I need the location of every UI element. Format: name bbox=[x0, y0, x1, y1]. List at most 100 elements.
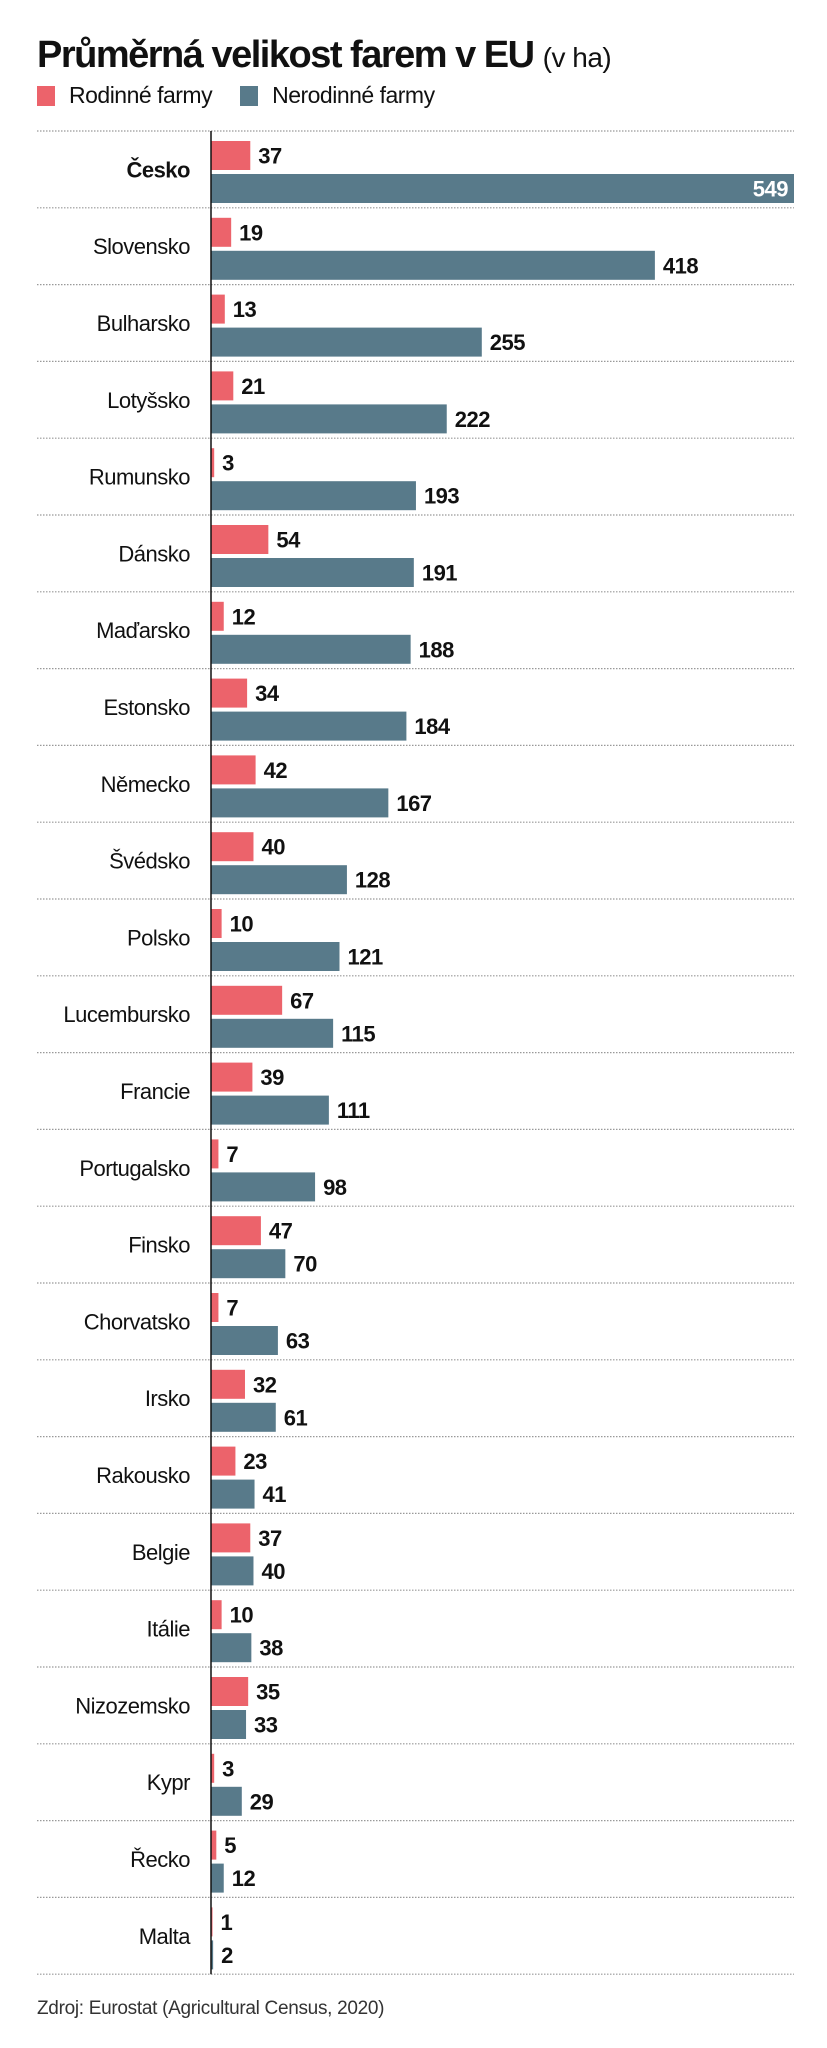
category-label: Estonsko bbox=[104, 695, 191, 720]
category-label: Lotyšsko bbox=[107, 388, 190, 413]
bar-family bbox=[211, 1216, 261, 1246]
bar-nonfamily bbox=[211, 1249, 286, 1279]
bar-nonfamily bbox=[211, 1940, 214, 1970]
value-label: 128 bbox=[355, 868, 390, 893]
category-label: Řecko bbox=[130, 1847, 190, 1872]
category-label: Irsko bbox=[145, 1386, 190, 1411]
value-label: 111 bbox=[337, 1098, 370, 1123]
bar-nonfamily bbox=[211, 404, 447, 434]
value-label: 67 bbox=[290, 988, 314, 1013]
bar-family bbox=[211, 985, 283, 1015]
legend-label-family: Rodinné farmy bbox=[69, 82, 213, 108]
value-label: 191 bbox=[422, 561, 457, 586]
bar-family bbox=[211, 601, 224, 631]
value-label: 40 bbox=[261, 1559, 285, 1584]
bar-family bbox=[211, 1830, 217, 1860]
value-label: 19 bbox=[239, 220, 263, 245]
bar-nonfamily bbox=[211, 558, 414, 587]
value-label: 5 bbox=[224, 1833, 236, 1858]
bar-nonfamily bbox=[211, 174, 794, 203]
value-label: 1 bbox=[221, 1910, 233, 1935]
value-label: 7 bbox=[226, 1296, 238, 1321]
bar-family bbox=[211, 141, 251, 170]
bar-nonfamily bbox=[211, 865, 347, 895]
value-label: 13 bbox=[233, 297, 257, 322]
bar-nonfamily bbox=[211, 711, 407, 741]
legend-item-family: Rodinné farmy bbox=[37, 82, 213, 109]
bar-family bbox=[211, 1753, 215, 1783]
bar-nonfamily bbox=[211, 1556, 254, 1586]
category-label: Švédsko bbox=[109, 849, 190, 874]
bar-family bbox=[211, 371, 234, 401]
bar-family bbox=[211, 525, 269, 554]
source-note: Zdroj: Eurostat (Agricultural Census, 20… bbox=[37, 1998, 385, 2019]
value-label: 10 bbox=[230, 1603, 254, 1628]
value-label: 98 bbox=[323, 1175, 347, 1200]
bar-nonfamily bbox=[211, 1633, 252, 1663]
value-label: 188 bbox=[419, 637, 454, 662]
value-label: 33 bbox=[254, 1713, 278, 1738]
category-label: Rumunsko bbox=[89, 465, 190, 490]
category-label: Rakousko bbox=[96, 1463, 190, 1488]
value-label: 42 bbox=[264, 758, 288, 783]
category-label: Portugalsko bbox=[79, 1156, 190, 1181]
legend: Rodinné farmy Nerodinné farmy bbox=[37, 82, 435, 109]
bar-nonfamily bbox=[211, 1018, 334, 1048]
category-label: Lucembursko bbox=[63, 1002, 190, 1027]
category-label: Itálie bbox=[147, 1617, 191, 1642]
category-label: Francie bbox=[120, 1079, 190, 1104]
value-label: 41 bbox=[263, 1482, 287, 1507]
bar-family bbox=[211, 755, 256, 785]
bar-nonfamily bbox=[211, 327, 482, 357]
bar-family bbox=[211, 217, 232, 247]
value-label: 12 bbox=[232, 604, 256, 629]
value-label: 3 bbox=[222, 1756, 234, 1781]
value-label: 40 bbox=[261, 835, 285, 860]
bar-nonfamily bbox=[211, 942, 340, 971]
bar-family bbox=[211, 832, 254, 862]
category-label: Slovensko bbox=[93, 234, 190, 259]
title-text: Průměrná velikost farem v EU bbox=[37, 34, 535, 76]
value-label: 32 bbox=[253, 1372, 277, 1397]
value-label: 255 bbox=[490, 330, 525, 355]
category-label: Polsko bbox=[127, 925, 190, 950]
bar-family bbox=[211, 1139, 219, 1169]
value-label: 63 bbox=[286, 1329, 310, 1354]
value-label: 21 bbox=[241, 374, 265, 399]
category-label: Německo bbox=[101, 772, 191, 797]
category-label: Nizozemsko bbox=[75, 1693, 190, 1718]
value-label: 38 bbox=[259, 1636, 283, 1661]
value-label: 222 bbox=[455, 407, 490, 432]
value-label: 37 bbox=[258, 1526, 282, 1551]
bar-family bbox=[211, 1369, 245, 1399]
bar-family bbox=[211, 1600, 222, 1630]
bar-nonfamily bbox=[211, 1710, 247, 1739]
value-label: 70 bbox=[293, 1252, 317, 1277]
value-label: 12 bbox=[232, 1866, 256, 1891]
bar-family bbox=[211, 1062, 253, 1092]
bar-family bbox=[211, 678, 248, 708]
category-label: Kypr bbox=[147, 1770, 190, 1795]
unit-label: (v ha) bbox=[542, 42, 612, 73]
category-label: Belgie bbox=[132, 1540, 190, 1565]
value-label: 29 bbox=[250, 1789, 274, 1814]
value-label: 34 bbox=[255, 681, 280, 706]
category-label: Malta bbox=[139, 1924, 192, 1949]
chart-title: Průměrná velikost farem v EU (v ha) bbox=[37, 34, 612, 77]
bar-nonfamily bbox=[211, 1786, 242, 1816]
value-label: 549 bbox=[753, 177, 788, 202]
legend-swatch-nonfamily bbox=[240, 85, 259, 106]
bar-family bbox=[211, 1446, 236, 1476]
value-label: 37 bbox=[258, 144, 282, 169]
value-label: 193 bbox=[424, 484, 459, 509]
value-label: 7 bbox=[226, 1142, 238, 1167]
value-label: 184 bbox=[414, 714, 450, 739]
bar-nonfamily bbox=[211, 481, 416, 511]
legend-swatch-family bbox=[37, 85, 55, 106]
value-label: 3 bbox=[222, 451, 234, 476]
bar-family bbox=[211, 1293, 219, 1322]
legend-label-nonfamily: Nerodinné farmy bbox=[272, 82, 435, 108]
value-label: 39 bbox=[260, 1065, 284, 1090]
value-label: 10 bbox=[230, 912, 254, 937]
